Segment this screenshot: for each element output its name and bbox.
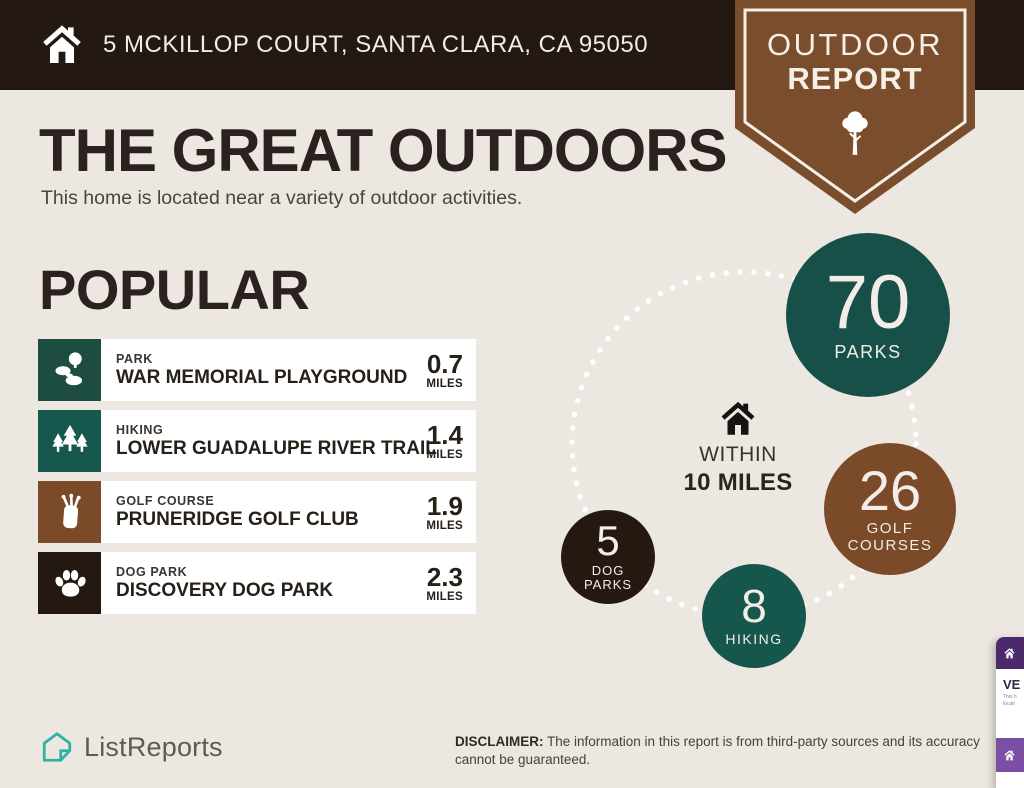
- list-item-golf: GOLF COURSE PRUNERIDGE GOLF CLUB 1.9 MIL…: [38, 481, 476, 543]
- home-icon: [1004, 647, 1015, 658]
- home-icon: [1004, 749, 1015, 760]
- park-icon: [38, 339, 101, 401]
- list-item-hiking: HIKING LOWER GUADALUPE RIVER TRAIL 1.4 M…: [38, 410, 476, 472]
- popular-list: PARK WAR MEMORIAL PLAYGROUND 0.7 MILES H…: [38, 339, 476, 623]
- item-name: DISCOVERY DOG PARK: [116, 579, 334, 601]
- stat-label: HIKING: [725, 631, 783, 648]
- stat-circle-dog-parks: 5 DOG PARKS: [561, 510, 655, 604]
- dotted-radius-circle: [569, 269, 919, 619]
- item-category: DOG PARK: [116, 564, 188, 579]
- page-subtitle: This home is located near a variety of o…: [41, 187, 523, 209]
- preview-header: [996, 637, 1024, 669]
- stat-circle-parks: 70 PARKS: [786, 233, 950, 397]
- stat-value: 5: [596, 516, 620, 564]
- stat-label: GOLF COURSES: [847, 519, 933, 555]
- pine-trees-icon: [38, 410, 101, 472]
- listreports-logo-text: ListReports: [84, 731, 223, 762]
- preview-title-fragment: VE: [1003, 677, 1021, 692]
- popular-heading: POPULAR: [39, 258, 310, 321]
- preview-section-bar: [996, 738, 1024, 772]
- stat-value: 26: [858, 458, 922, 522]
- listreports-logo: ListReports: [40, 729, 223, 765]
- list-item-park: PARK WAR MEMORIAL PLAYGROUND 0.7 MILES: [38, 339, 476, 401]
- item-category: HIKING: [116, 422, 164, 437]
- item-distance: 1.4: [426, 419, 463, 450]
- radius-caption: WITHIN 10 MILES: [653, 443, 823, 497]
- home-icon: [43, 25, 81, 63]
- disclaimer: DISCLAIMER: The information in this repo…: [455, 733, 987, 769]
- badge-title-line1: OUTDOOR: [767, 27, 943, 62]
- item-category: GOLF COURSE: [116, 493, 215, 508]
- radius-caption-line2: 10 MILES: [683, 469, 793, 496]
- stat-circle-hiking: 8 HIKING: [702, 564, 806, 668]
- stat-value: 70: [825, 260, 911, 346]
- item-distance-unit: MILES: [426, 448, 463, 461]
- item-name: PRUNERIDGE GOLF CLUB: [116, 508, 359, 530]
- item-name: LOWER GUADALUPE RIVER TRAIL: [116, 437, 437, 459]
- stat-value: 8: [741, 579, 767, 632]
- listreports-logo-icon: [42, 732, 72, 762]
- home-icon: [721, 401, 755, 435]
- preview-text-line: locati: [1003, 701, 1015, 707]
- preview-text-line: This h: [1003, 694, 1017, 700]
- report-badge: OUTDOOR REPORT: [735, 0, 975, 216]
- property-address: 5 MCKILLOP COURT, SANTA CLARA, CA 95050: [103, 31, 649, 58]
- badge-title-line2: REPORT: [787, 61, 923, 96]
- stat-circle-golf-courses: 26 GOLF COURSES: [824, 443, 956, 575]
- next-page-preview[interactable]: VE This h locati: [996, 637, 1024, 788]
- item-distance-unit: MILES: [426, 377, 463, 390]
- page-title: THE GREAT OUTDOORS: [39, 117, 728, 184]
- golf-bag-icon: [38, 481, 101, 543]
- stat-label: PARKS: [834, 342, 902, 363]
- radius-caption-line1: WITHIN: [699, 443, 777, 466]
- stat-label: DOG PARKS: [583, 562, 633, 593]
- item-name: WAR MEMORIAL PLAYGROUND: [116, 366, 408, 388]
- item-distance: 1.9: [426, 490, 463, 521]
- disclaimer-label: DISCLAIMER:: [455, 734, 544, 749]
- item-distance: 0.7: [426, 348, 463, 379]
- list-item-dog-park: DOG PARK DISCOVERY DOG PARK 2.3 MILES: [38, 552, 476, 614]
- paw-icon: [38, 552, 101, 614]
- ribbon-banner-shape: [735, 0, 975, 214]
- item-distance-unit: MILES: [426, 590, 463, 603]
- item-distance: 2.3: [426, 561, 463, 592]
- item-category: PARK: [116, 351, 153, 366]
- item-distance-unit: MILES: [426, 519, 463, 532]
- tree-icon: [842, 111, 868, 155]
- disclaimer-text: The information in this report is from t…: [455, 734, 980, 768]
